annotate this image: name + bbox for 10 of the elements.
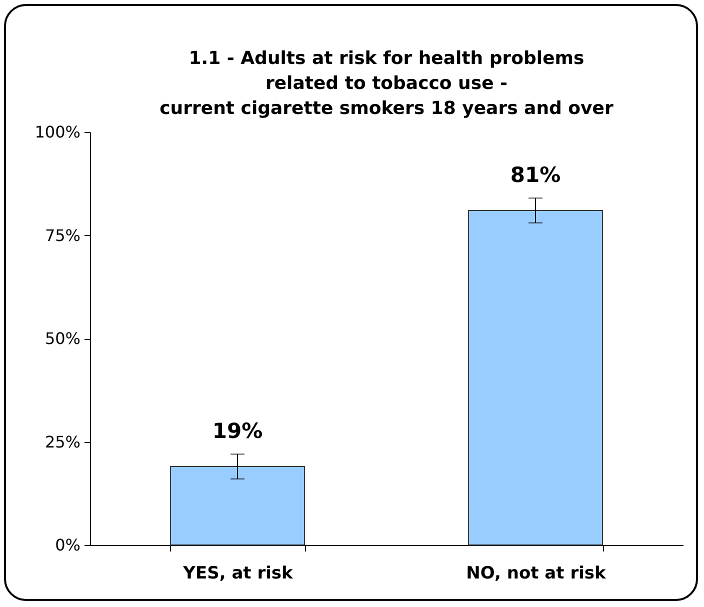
x-tick-label: YES, at risk [182,564,294,584]
y-tick-label: 0% [55,536,80,554]
y-tick-label: 50% [44,329,80,348]
y-tick-label: 25% [44,432,80,452]
data-label: 81% [510,163,561,188]
data-label: 19% [212,419,263,444]
x-tick-label: NO, not at risk [466,564,607,584]
y-tick-label: 100% [34,122,80,142]
chart-title: 1.1 - Adults at risk for health problems related to tobacco use - current cigarette smokers 18 years and over [160,48,614,119]
y-tick-label: 75% [44,226,80,245]
